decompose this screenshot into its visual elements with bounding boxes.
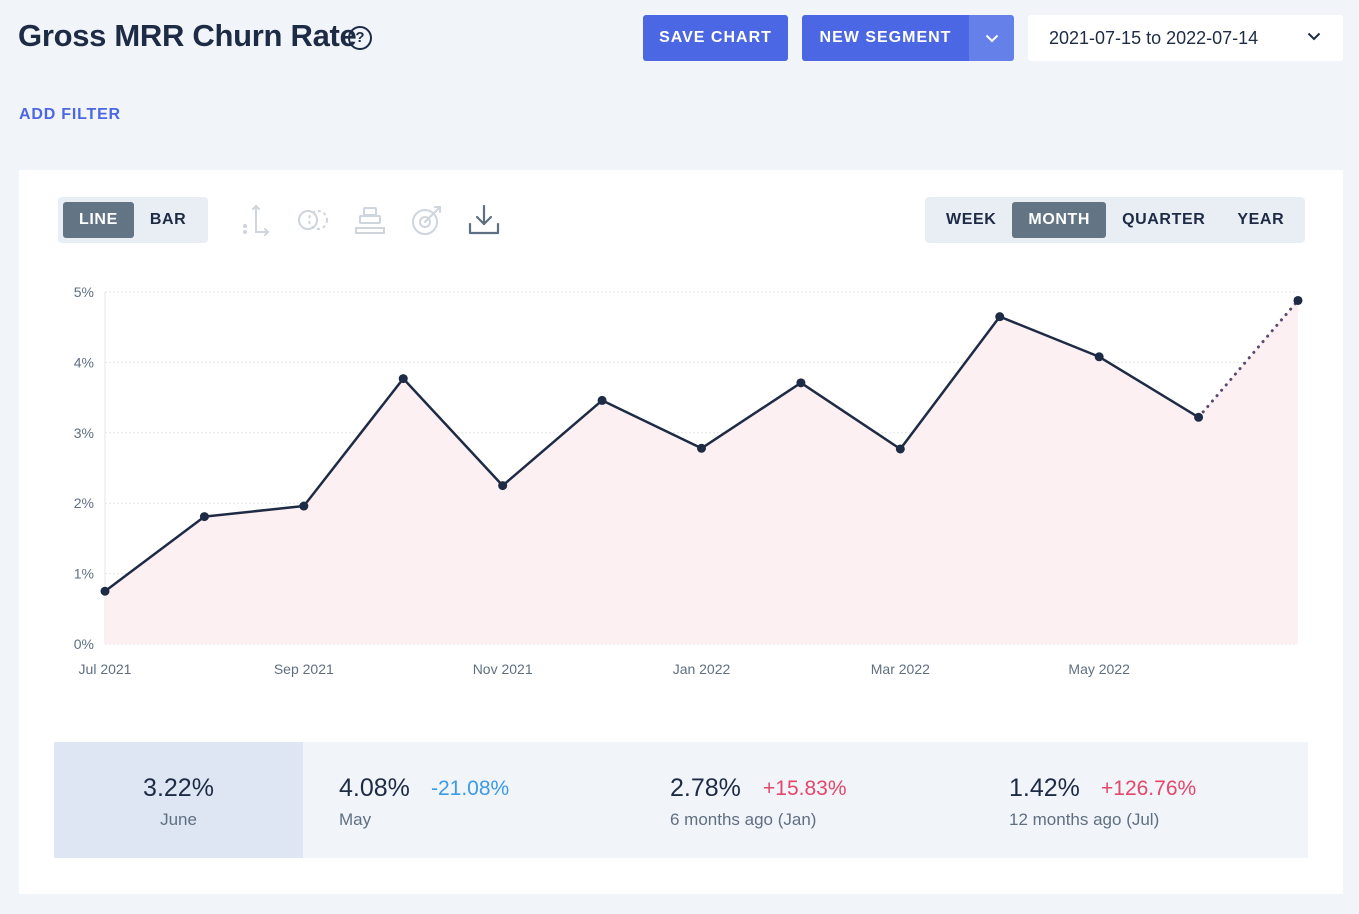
stat-change: +126.76% (1101, 777, 1197, 800)
projected-line (1197, 298, 1300, 419)
period-year[interactable]: YEAR (1237, 211, 1285, 228)
series-line (104, 315, 1200, 593)
axis-icon[interactable] (238, 202, 274, 238)
chart-type-line[interactable]: LINE (63, 202, 134, 238)
y-tick-label: 3% (74, 425, 94, 441)
stack-icon[interactable] (352, 202, 388, 238)
data-point (398, 374, 408, 384)
chart-card: 0% 1% 2% 3% 4% 5% Jul 2021 Sep 2021 Nov 2021 Jan … (19, 170, 1343, 894)
stat-value: 4.08% (339, 774, 410, 802)
data-point (1094, 352, 1104, 362)
chart-type-toggle: LINE BAR (58, 197, 208, 243)
x-tick-label: Mar 2022 (871, 661, 930, 677)
goal-icon[interactable] (409, 202, 445, 238)
data-point (1293, 295, 1303, 305)
stat-label: 6 months ago (Jan) (670, 810, 817, 829)
date-range-picker[interactable]: 2021-07-15 to 2022-07-14 (1028, 15, 1343, 61)
chevron-down-icon (1307, 32, 1321, 41)
new-segment-button[interactable]: NEW SEGMENT (802, 15, 969, 61)
x-tick-label: May 2022 (1068, 661, 1130, 677)
page-title: Gross MRR Churn Rate (18, 18, 357, 53)
data-point (597, 395, 607, 405)
current-stat: 3.22% June (54, 742, 303, 858)
stat-change: +15.83% (763, 777, 847, 800)
y-tick-label: 2% (74, 495, 94, 511)
current-stat-label: June (160, 810, 197, 829)
save-chart-button[interactable]: SAVE CHART (643, 15, 788, 61)
y-tick-label: 5% (74, 284, 94, 300)
data-point (199, 512, 209, 522)
stat-label: 12 months ago (Jul) (1009, 810, 1160, 829)
stat-value: 1.42% (1009, 774, 1080, 802)
period-week[interactable]: WEEK (946, 211, 997, 228)
current-stat-value: 3.22% (143, 774, 214, 802)
x-tick-label: Jul 2021 (79, 661, 132, 677)
data-point (697, 443, 706, 453)
chart-type-bar[interactable]: BAR (149, 211, 187, 228)
y-tick-label: 1% (74, 566, 94, 582)
data-point (100, 586, 110, 596)
data-point (1194, 412, 1204, 422)
download-icon[interactable] (466, 202, 502, 238)
new-segment-dropdown-button[interactable] (969, 15, 1014, 61)
stat-change: -21.08% (431, 777, 510, 800)
period-month[interactable]: MONTH (1012, 202, 1107, 238)
period-toggle: WEEK MONTH QUARTER YEAR (925, 197, 1305, 243)
stat-label: May (339, 810, 372, 829)
stat-value: 2.78% (670, 774, 741, 802)
data-point (498, 481, 508, 491)
data-point (995, 312, 1005, 322)
x-tick-label: Jan 2022 (673, 661, 731, 677)
question-circle-icon[interactable]: ? (348, 26, 372, 50)
compare-icon[interactable] (295, 202, 331, 238)
y-tick-label: 0% (74, 636, 94, 652)
area-fill (105, 300, 1298, 644)
summary-stats: 3.22% June 4.08% -21.08% May 2.78% +15.8… (54, 742, 1308, 858)
x-tick-label: Sep 2021 (274, 661, 334, 677)
y-tick-label: 4% (74, 354, 94, 370)
period-quarter[interactable]: QUARTER (1122, 211, 1206, 228)
date-range-value: 2021-07-15 to 2022-07-14 (1049, 27, 1259, 48)
data-point (895, 444, 905, 454)
chevron-down-icon (985, 34, 998, 42)
data-point (299, 501, 309, 511)
data-point (796, 378, 806, 388)
add-filter-link[interactable]: ADD FILTER (19, 106, 121, 123)
line-chart: 0% 1% 2% 3% 4% 5% Jul 2021 Sep 2021 Nov 2021 Jan … (74, 284, 1303, 677)
x-tick-label: Nov 2021 (473, 661, 533, 677)
